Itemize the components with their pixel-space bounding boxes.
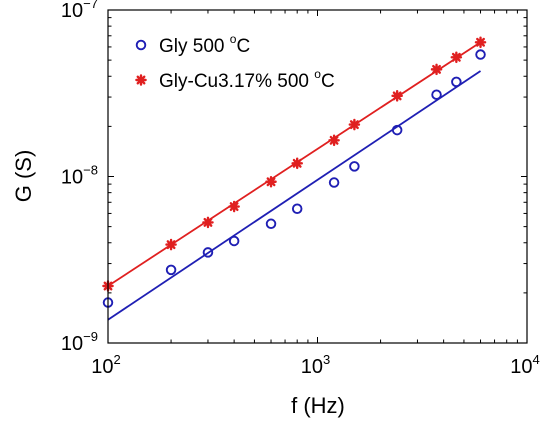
legend: Gly 500 oC Gly-Cu3.17% 500 oC <box>135 32 335 92</box>
data-point-series-2 <box>165 238 177 251</box>
data-point-series-1 <box>328 177 340 188</box>
data-point-series-1 <box>431 89 442 100</box>
x-tick-label: 102 <box>91 352 120 378</box>
axis-ticks <box>107 10 527 344</box>
data-point-series-1 <box>291 203 303 215</box>
legend-label-series-2: Gly-Cu3.17% 500 oC <box>159 67 335 92</box>
x-axis-label: f (Hz) <box>291 393 345 418</box>
y-tick-label: 10−9 <box>61 329 98 355</box>
y-tick-labels: 10−9 10−8 10−7 <box>61 0 98 355</box>
data-point-series-2 <box>450 51 463 64</box>
data-point-series-1 <box>451 76 462 88</box>
data-point-series-1 <box>165 264 177 276</box>
y-axis-label: G (S) <box>11 150 36 203</box>
data-point-series-2 <box>348 118 361 131</box>
data-points <box>102 36 487 308</box>
data-point-series-2 <box>202 216 214 229</box>
data-point-series-1 <box>475 49 486 60</box>
x-tick-label: 103 <box>301 352 330 378</box>
x-tick-label: 104 <box>510 352 539 378</box>
data-point-series-2 <box>291 157 303 170</box>
legend-marker-series-1 <box>135 39 147 51</box>
data-point-series-2 <box>391 90 403 102</box>
data-point-series-1 <box>202 247 214 258</box>
data-point-series-1 <box>265 218 277 230</box>
legend-marker-series-2 <box>135 74 147 86</box>
y-tick-label: 10−8 <box>61 163 98 189</box>
data-point-series-2 <box>430 63 443 76</box>
plot-frame <box>107 9 528 344</box>
data-point-series-2 <box>265 175 277 188</box>
data-point-series-2 <box>228 200 240 213</box>
y-tick-label: 10−7 <box>61 0 98 22</box>
x-tick-labels: 102 103 104 <box>91 352 539 378</box>
data-point-series-1 <box>391 124 403 136</box>
data-point-series-1 <box>228 235 240 247</box>
fit-line-series-1 <box>107 70 482 321</box>
data-point-series-2 <box>474 36 487 49</box>
legend-label-series-1: Gly 500 oC <box>159 32 250 57</box>
data-point-series-2 <box>328 134 340 147</box>
data-point-series-1 <box>349 161 360 172</box>
